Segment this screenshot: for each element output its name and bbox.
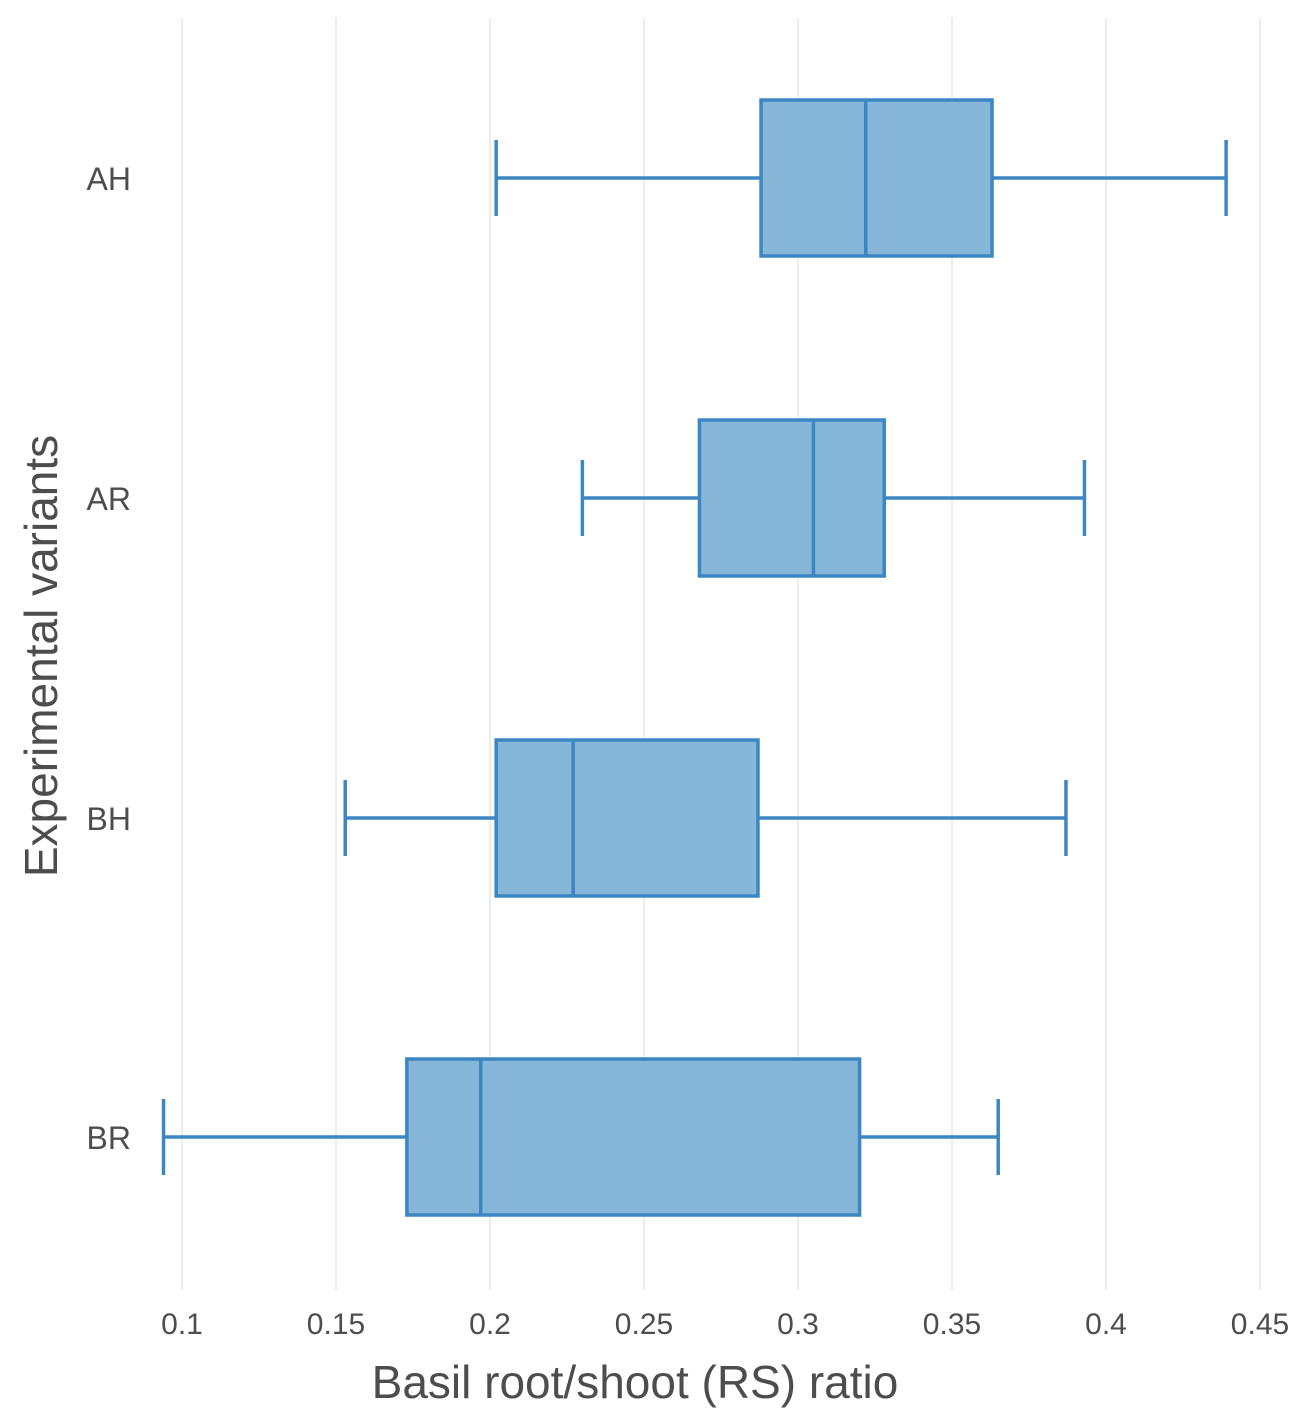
category-label: AR — [87, 481, 131, 517]
category-label: BR — [87, 1120, 131, 1156]
x-tick-label: 0.2 — [469, 1308, 511, 1341]
iqr-box — [697, 418, 886, 578]
box-layer — [161, 98, 1228, 1217]
category-label: BH — [87, 801, 131, 837]
box-ah — [494, 98, 1228, 258]
x-tick-label: 0.3 — [777, 1308, 819, 1341]
category-label: AH — [87, 161, 131, 197]
y-axis-categories: AH AR BH BR — [87, 161, 131, 1156]
x-tick-label: 0.15 — [307, 1308, 365, 1341]
x-tick-label: 0.4 — [1085, 1308, 1127, 1341]
iqr-box — [405, 1057, 862, 1217]
box-ar — [580, 418, 1087, 578]
box-br — [161, 1057, 1000, 1217]
box-bh — [343, 738, 1068, 898]
x-tick-label: 0.45 — [1231, 1308, 1289, 1341]
iqr-box — [759, 98, 994, 258]
x-tick-label: 0.1 — [161, 1308, 203, 1341]
x-axis-title: Basil root/shoot (RS) ratio — [372, 1356, 899, 1408]
x-tick-label: 0.35 — [923, 1308, 981, 1341]
y-axis-title: Experimental variants — [15, 435, 67, 877]
x-axis-ticks: 0.1 0.15 0.2 0.25 0.3 0.35 0.4 0.45 — [161, 1308, 1289, 1341]
iqr-box — [494, 738, 760, 898]
x-tick-label: 0.25 — [615, 1308, 673, 1341]
